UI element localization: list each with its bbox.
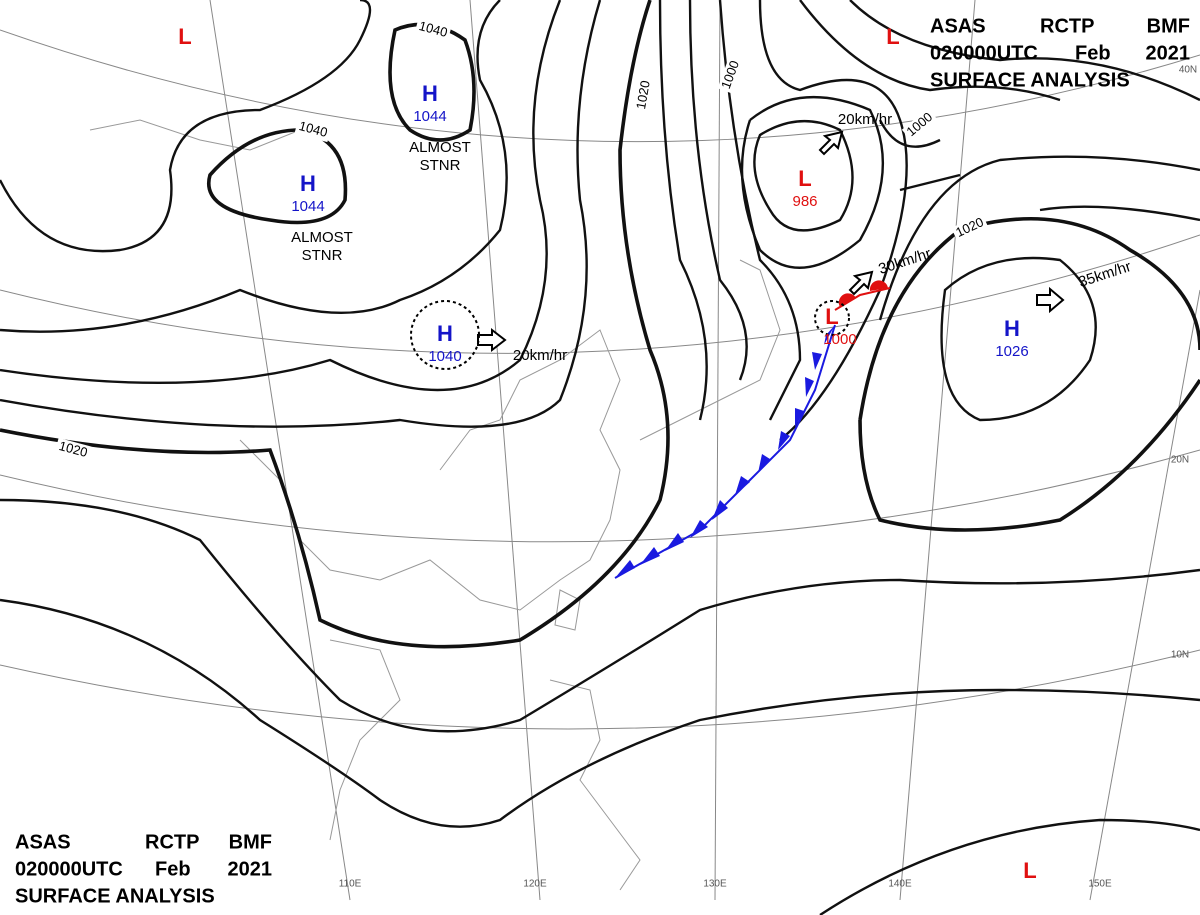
isobar-label: 1040 [417, 18, 449, 40]
system-pressure: 1040 [428, 348, 461, 365]
longitude-label: 120E [523, 879, 547, 890]
annotation: 20km/hr [838, 111, 892, 128]
meridian [469, 0, 541, 901]
longitude-label: 140E [888, 879, 912, 890]
isobar [740, 95, 885, 269]
isobar-label: 1040 [297, 118, 329, 140]
latitude-label: 10N [1171, 650, 1189, 661]
isobar [849, 0, 1200, 222]
system-symbol: L [1023, 858, 1036, 883]
cold-front-triangles [615, 325, 835, 578]
meridian [899, 0, 976, 901]
isobar [799, 0, 1200, 321]
isobar [0, 0, 562, 392]
parallel [0, 449, 1200, 543]
isobar-label-bg [633, 76, 655, 114]
coast [554, 589, 581, 631]
system-pressure: 986 [792, 193, 817, 210]
high-center-ring [410, 300, 480, 370]
isobar [207, 128, 348, 225]
system-symbol: L [798, 166, 811, 191]
meridian [209, 0, 351, 901]
system-pressure: 1044 [291, 198, 324, 215]
header-text: Feb [155, 858, 191, 880]
isobar-label: 1020 [633, 79, 653, 110]
coast [639, 259, 781, 441]
header-text: BMF [229, 831, 272, 853]
annotation: ALMOST STNR [291, 229, 353, 264]
header-text: 2021 [1146, 42, 1191, 64]
isobar [0, 0, 602, 428]
motion-arrows [477, 130, 1065, 353]
coast [89, 119, 301, 151]
isobar [940, 256, 1097, 422]
coast [549, 679, 641, 891]
isobar-label-bg [901, 107, 939, 143]
isobar [753, 120, 854, 232]
system-symbol: L [825, 304, 838, 329]
latitude-label: 40N [1179, 65, 1197, 76]
isobar-label-bg [717, 56, 745, 94]
header-text: ASAS [930, 15, 986, 37]
isobar-label-bg [951, 213, 989, 243]
system-symbol: H [437, 321, 453, 346]
isobar [858, 216, 1200, 532]
parallel [0, 234, 1200, 354]
isobar [0, 598, 1200, 828]
cold-front [614, 324, 836, 579]
meridian [1089, 289, 1200, 901]
coastlines [89, 119, 781, 891]
isobar [819, 818, 1200, 915]
system-pressure: 1000 [823, 331, 856, 348]
meridian [714, 0, 721, 901]
isobar-label-bg [54, 437, 92, 463]
coast [239, 329, 621, 611]
system-pressure: 1044 [413, 108, 446, 125]
latitude-label: 20N [1171, 455, 1189, 466]
isobar [758, 0, 908, 441]
header-text: 020000UTC [15, 858, 123, 880]
parallel [0, 29, 1200, 143]
system-symbol: H [300, 171, 316, 196]
isobar [658, 0, 708, 421]
system-symbol: L [886, 24, 899, 49]
isobar [0, 0, 372, 253]
isobar-label-bg [294, 117, 332, 143]
header-text: ASAS [15, 831, 71, 853]
header-text: Feb [1075, 42, 1111, 64]
isobar [0, 0, 670, 649]
isobar [0, 498, 1200, 733]
system-pressure: 1026 [995, 343, 1028, 360]
low-center-ring [814, 300, 850, 336]
warm-front-semicircles [838, 280, 888, 307]
stationary-fronts [614, 280, 891, 579]
header-text: 020000UTC [930, 42, 1038, 64]
header-text: SURFACE ANALYSIS [930, 69, 1130, 91]
system-symbol: L [178, 24, 191, 49]
header-text: BMF [1147, 15, 1190, 37]
system-symbol: H [422, 81, 438, 106]
longitude-label: 110E [339, 879, 362, 890]
header-text: RCTP [1040, 15, 1094, 37]
longitude-label: 130E [703, 879, 727, 890]
header-text: RCTP [145, 831, 199, 853]
isobar-label: 1020 [57, 438, 89, 460]
labels: ASAS RCTP BMF 020000UTC Feb 2021 SURFACE ANALY… [15, 15, 1197, 907]
system-symbol: H [1004, 316, 1020, 341]
header-text: 2021 [228, 858, 273, 880]
header-text: SURFACE ANALYSIS [15, 885, 215, 907]
parallel [0, 649, 1200, 730]
annotation: 20km/hr [513, 347, 567, 364]
isobar-label-bg [414, 17, 452, 43]
isobar [878, 119, 961, 192]
longitude-label: 150E [1088, 879, 1112, 890]
annotation: ALMOST STNR [409, 139, 471, 174]
isobar [0, 0, 508, 333]
isobar [688, 0, 748, 381]
